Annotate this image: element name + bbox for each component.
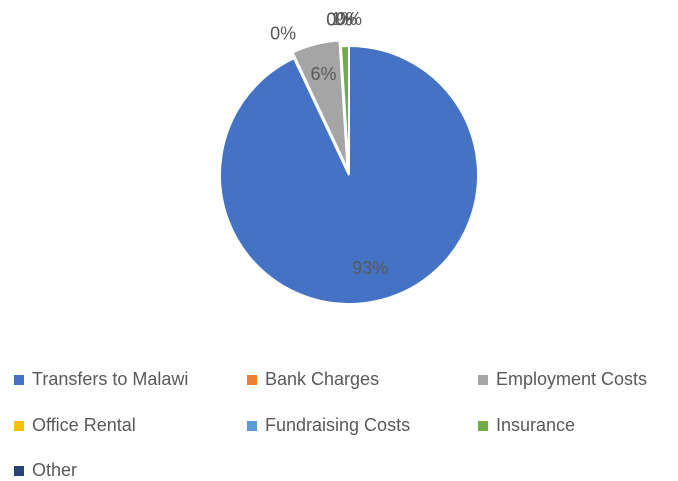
- data-label: 6%: [310, 64, 336, 84]
- data-label: 0%: [326, 9, 352, 29]
- data-label: 0%: [270, 24, 296, 44]
- legend-swatch: [247, 375, 257, 385]
- legend-swatch: [478, 375, 488, 385]
- pie-slice: [291, 39, 349, 170]
- legend-label: Bank Charges: [265, 369, 379, 389]
- legend-label: Employment Costs: [496, 369, 647, 389]
- data-label: 0%: [336, 9, 362, 29]
- legend-swatch: [478, 421, 488, 431]
- legend-label: Fundraising Costs: [265, 415, 410, 435]
- legend-label: Office Rental: [32, 415, 136, 435]
- legend-swatch: [14, 375, 24, 385]
- data-label: 0%: [326, 9, 352, 29]
- data-label: 1%: [331, 9, 357, 29]
- legend-label: Other: [32, 460, 77, 480]
- legend-swatch: [14, 421, 24, 431]
- legend-label: Insurance: [496, 415, 575, 435]
- legend-swatch: [247, 421, 257, 431]
- legend-swatch: [14, 466, 24, 476]
- legend-label: Transfers to Malawi: [32, 369, 188, 389]
- data-label: 93%: [352, 258, 388, 278]
